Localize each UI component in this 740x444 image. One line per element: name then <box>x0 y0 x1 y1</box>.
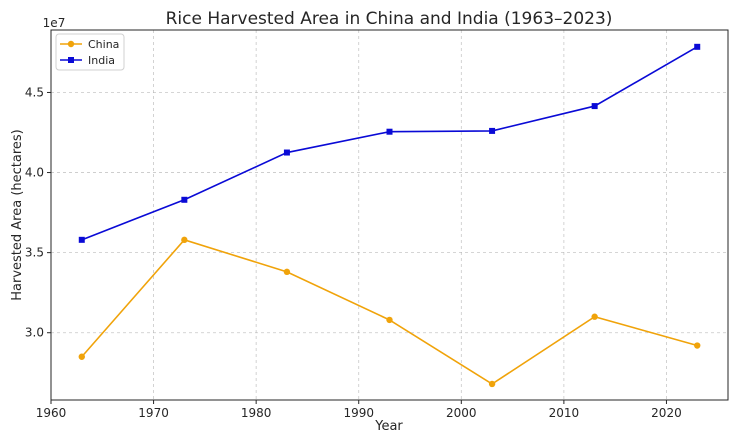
legend-india-marker <box>68 57 74 63</box>
india-data-point <box>78 236 85 243</box>
china-series-line <box>81 238 698 385</box>
grid <box>50 30 728 400</box>
y-axis: 3.0 3.5 4.0 4.5 <box>25 85 51 340</box>
china-data-point <box>283 268 291 276</box>
x-tick-label: 1980 <box>241 406 272 420</box>
china-data-point <box>694 342 701 349</box>
y-tick-label: 4.0 <box>25 166 44 180</box>
india-data-point <box>386 128 393 135</box>
india-data-point <box>283 149 290 156</box>
x-axis-label: Year <box>374 419 403 434</box>
india-data-point <box>489 127 496 134</box>
chart-title: Rice Harvested Area in China and India (… <box>166 9 613 29</box>
china-data-point <box>591 313 598 320</box>
india-data-point <box>591 103 598 110</box>
legend-china-marker <box>67 40 75 48</box>
x-axis: 1960 1970 1980 1990 2000 2010 2020 <box>36 400 682 420</box>
x-tick-label: 2010 <box>549 406 580 420</box>
x-tick-label: 1960 <box>36 406 67 420</box>
china-data-point <box>181 236 188 244</box>
china-data-point <box>78 353 85 360</box>
y-tick-label: 4.5 <box>25 85 44 99</box>
legend-china-label: China <box>88 38 119 51</box>
x-tick-label: 1970 <box>138 406 169 420</box>
china-data-point <box>488 380 496 388</box>
india-data-point <box>181 196 188 203</box>
series-group <box>78 43 701 388</box>
plot-area <box>50 29 729 401</box>
y-tick-label: 3.0 <box>25 326 44 340</box>
y-axis-label: Harvested Area (hectares) <box>10 129 25 301</box>
legend-india-label: India <box>88 54 115 67</box>
x-tick-label: 2000 <box>446 406 477 420</box>
legend: China India <box>55 33 125 71</box>
india-data-point <box>694 43 701 50</box>
india-series-line <box>81 46 698 241</box>
x-tick-label: 2020 <box>651 406 682 420</box>
china-data-point <box>386 316 393 324</box>
y-tick-label: 3.5 <box>25 246 44 260</box>
x-tick-label: 1990 <box>343 406 374 420</box>
y-axis-offset-label: 1e7 <box>43 16 66 30</box>
